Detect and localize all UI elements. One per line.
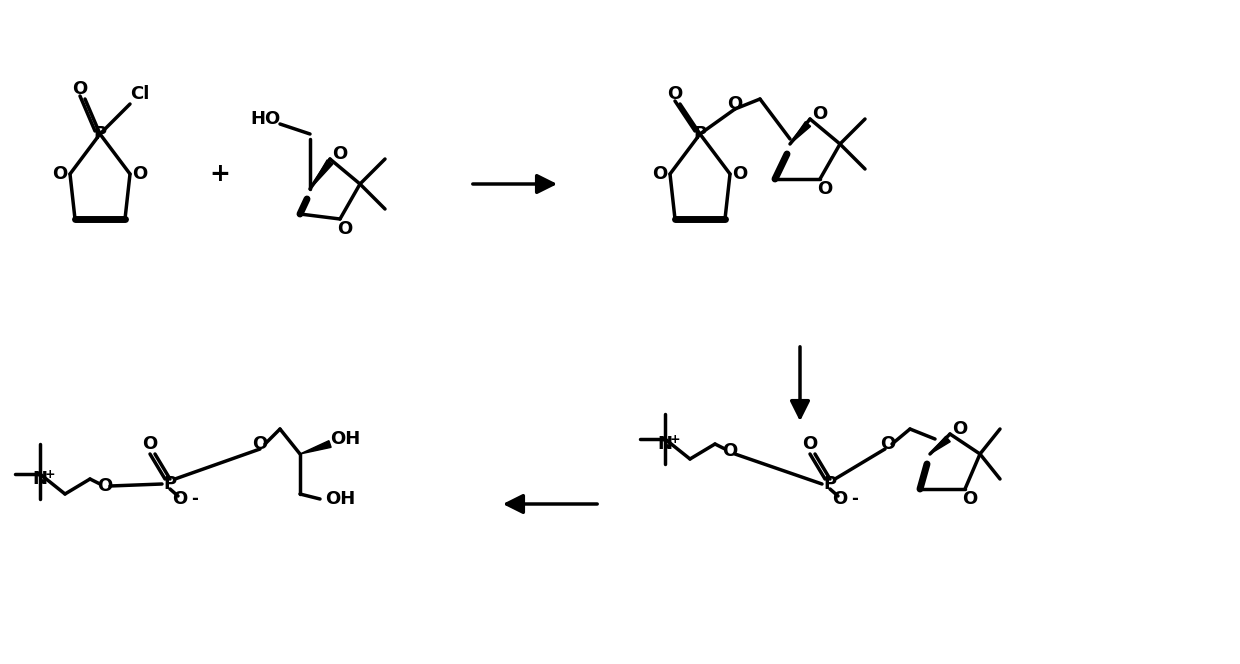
Text: -: - [191, 490, 198, 508]
Text: O: O [802, 435, 817, 453]
Text: O: O [172, 490, 187, 508]
Text: O: O [143, 435, 157, 453]
Text: +: + [45, 467, 56, 481]
Text: O: O [667, 85, 683, 103]
Text: P: P [164, 475, 176, 493]
Text: O: O [723, 442, 738, 460]
Text: OH: OH [325, 490, 355, 508]
Text: O: O [817, 180, 832, 198]
Text: O: O [952, 420, 967, 438]
Polygon shape [930, 436, 950, 454]
Text: N: N [657, 435, 672, 453]
Text: OH: OH [330, 430, 360, 448]
Text: O: O [812, 105, 827, 123]
Text: O: O [652, 165, 667, 183]
Text: HO: HO [250, 110, 280, 128]
Text: O: O [880, 435, 895, 453]
Text: O: O [253, 435, 268, 453]
Text: P: P [693, 125, 707, 143]
Text: O: O [337, 220, 352, 238]
Text: -: - [852, 490, 858, 508]
Text: O: O [52, 165, 68, 183]
Text: N: N [32, 470, 47, 488]
Text: P: P [93, 125, 107, 143]
Text: P: P [823, 475, 837, 493]
Text: O: O [733, 165, 748, 183]
Text: O: O [133, 165, 148, 183]
Text: O: O [962, 490, 977, 508]
Text: O: O [72, 80, 88, 98]
Text: O: O [98, 477, 113, 495]
Polygon shape [310, 160, 332, 189]
Text: O: O [728, 95, 743, 113]
Polygon shape [300, 441, 331, 454]
Text: +: + [210, 162, 231, 186]
Text: +: + [670, 432, 681, 446]
Text: O: O [332, 145, 347, 163]
Text: Cl: Cl [130, 85, 150, 103]
Text: O: O [832, 490, 848, 508]
Polygon shape [790, 122, 811, 144]
